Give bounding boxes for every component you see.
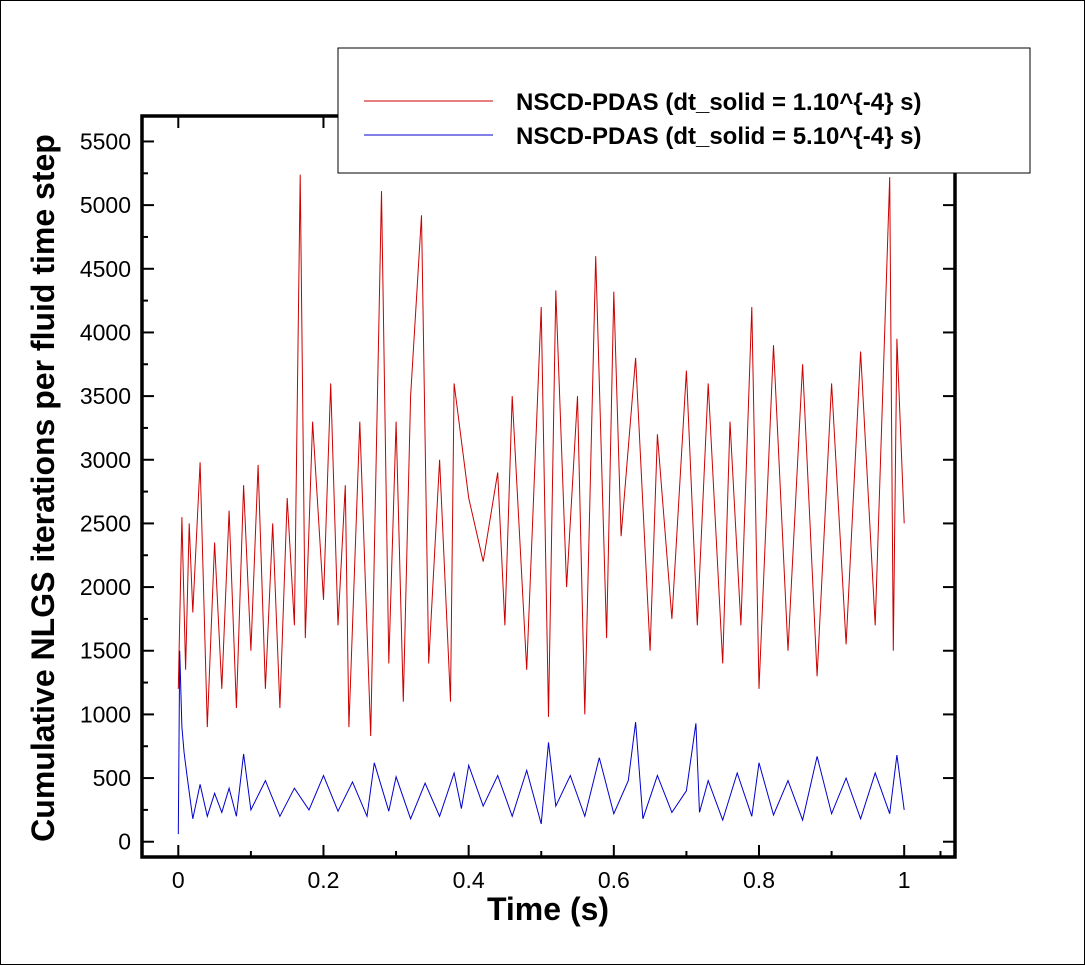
y-tick-label: 1000 — [80, 701, 131, 727]
y-tick-label: 4500 — [80, 256, 131, 282]
x-axis-title: Time (s) — [487, 891, 609, 927]
y-tick-label: 0 — [118, 829, 131, 855]
y-ticks: 0 500 1000 1500 2000 2500 3000 3500 4000 4500 5000… — [80, 128, 955, 855]
y-tick-label: 3500 — [80, 383, 131, 409]
x-tick-label: 0 — [172, 867, 185, 893]
y-tick-label: 2500 — [80, 510, 131, 536]
y-tick-label: 1500 — [80, 638, 131, 664]
x-tick-label: 0.6 — [598, 867, 630, 893]
x-tick-label: 0.2 — [307, 867, 339, 893]
y-tick-label: 500 — [93, 765, 131, 791]
series-layer — [177, 174, 905, 835]
legend: NSCD-PDAS (dt_solid = 1.10^{-4} s) NSCD-… — [337, 47, 1031, 174]
series-line-1 — [177, 650, 905, 835]
x-tick-label: 1 — [898, 867, 911, 893]
x-ticks: 0 0.2 0.4 0.6 0.8 1 — [141, 116, 942, 893]
y-tick-label: 4000 — [80, 319, 131, 345]
x-tick-label: 0.4 — [453, 867, 485, 893]
series-line-0 — [177, 174, 905, 737]
legend-label-red: NSCD-PDAS (dt_solid = 1.10^{-4} s) — [516, 89, 921, 116]
y-tick-label: 3000 — [80, 447, 131, 473]
x-tick-label: 0.8 — [743, 867, 775, 893]
y-axis-title: Cumulative NLGS iterations per fluid tim… — [25, 134, 61, 842]
y-tick-label: 5500 — [80, 128, 131, 154]
y-tick-label: 2000 — [80, 574, 131, 600]
legend-label-blue: NSCD-PDAS (dt_solid = 5.10^{-4} s) — [516, 123, 921, 150]
legend-box — [337, 47, 1031, 174]
y-tick-label: 5000 — [80, 192, 131, 218]
